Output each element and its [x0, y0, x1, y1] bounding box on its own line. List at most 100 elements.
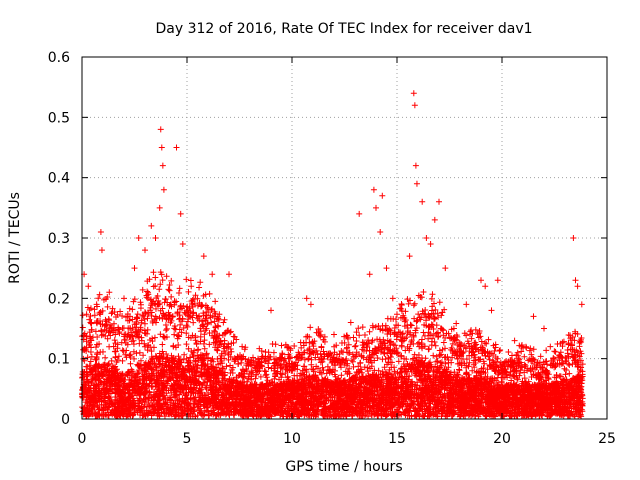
- data-point: [150, 269, 157, 276]
- data-point: [430, 352, 437, 359]
- data-point: [418, 336, 425, 343]
- data-point: [79, 312, 86, 319]
- data-point: [484, 366, 491, 373]
- data-point: [551, 348, 558, 355]
- data-point: [107, 332, 114, 339]
- data-point: [393, 311, 400, 318]
- data-point: [167, 319, 174, 326]
- data-point: [468, 335, 475, 342]
- data-point: [432, 342, 439, 349]
- data-point: [475, 334, 482, 341]
- data-point: [497, 347, 504, 354]
- data-point: [425, 346, 432, 353]
- data-point: [129, 316, 136, 323]
- data-point: [353, 329, 360, 336]
- data-point: [144, 326, 151, 333]
- data-point: [556, 373, 563, 380]
- data-point: [351, 343, 358, 350]
- data-point: [91, 312, 98, 319]
- data-point: [521, 369, 528, 376]
- data-point: [433, 353, 440, 360]
- data-point: [134, 311, 141, 318]
- data-point: [159, 348, 166, 355]
- data-point: [411, 300, 418, 307]
- data-point: [323, 370, 330, 377]
- data-point: [566, 362, 573, 369]
- data-point: [79, 324, 86, 331]
- data-point: [410, 302, 417, 309]
- data-point: [208, 319, 215, 326]
- data-point: [381, 364, 388, 371]
- data-point: [126, 305, 133, 312]
- data-point: [151, 334, 158, 341]
- data-points: [79, 90, 586, 420]
- data-point: [197, 328, 204, 335]
- data-point: [185, 288, 192, 295]
- data-point: [505, 349, 512, 356]
- data-point: [205, 389, 212, 396]
- data-point: [152, 305, 159, 312]
- data-point: [163, 325, 170, 332]
- data-point: [374, 355, 381, 362]
- data-point: [141, 309, 148, 316]
- data-point: [361, 331, 368, 338]
- data-point: [421, 332, 428, 339]
- data-point: [206, 290, 213, 297]
- data-point: [139, 286, 146, 293]
- data-point: [83, 311, 90, 318]
- data-point: [95, 295, 102, 302]
- data-point: [453, 320, 460, 327]
- data-point: [350, 334, 357, 341]
- data-point: [114, 311, 121, 318]
- data-point: [448, 359, 455, 366]
- data-point: [119, 357, 126, 364]
- data-point: [278, 342, 285, 349]
- data-point: [401, 365, 408, 372]
- data-point: [162, 327, 169, 334]
- data-point: [364, 368, 371, 375]
- data-point: [168, 293, 175, 300]
- data-point: [175, 290, 182, 297]
- data-point: [166, 287, 173, 294]
- data-point: [183, 304, 190, 311]
- data-point: [196, 284, 203, 291]
- data-point: [370, 324, 377, 331]
- data-point: [156, 286, 163, 293]
- data-point: [338, 340, 345, 347]
- gridlines: [82, 57, 607, 419]
- data-point: [368, 363, 375, 370]
- data-point: [136, 349, 143, 356]
- data-point: [175, 353, 182, 360]
- data-point: [414, 340, 421, 347]
- data-point: [565, 360, 572, 367]
- data-point: [415, 339, 422, 346]
- data-point: [84, 354, 91, 361]
- data-point: [406, 373, 413, 380]
- data-point: [206, 330, 213, 337]
- data-point: [352, 342, 359, 349]
- data-point: [139, 312, 146, 319]
- data-point: [356, 332, 363, 339]
- data-point: [478, 338, 485, 345]
- data-point: [201, 345, 208, 352]
- data-point: [97, 318, 104, 325]
- data-point: [374, 336, 381, 343]
- data-point: [197, 279, 204, 286]
- data-point: [411, 315, 418, 322]
- data-point: [228, 348, 235, 355]
- data-point: [152, 274, 159, 281]
- data-point: [189, 297, 196, 304]
- data-point: [300, 349, 307, 356]
- data-point: [440, 339, 447, 346]
- data-point: [483, 340, 490, 347]
- data-point: [252, 375, 259, 382]
- data-point: [225, 356, 232, 363]
- data-point: [92, 328, 99, 335]
- data-point: [129, 306, 136, 313]
- data-point: [119, 325, 126, 332]
- data-point: [239, 343, 246, 350]
- data-point: [111, 337, 118, 344]
- data-point: [420, 288, 427, 295]
- data-point: [366, 328, 373, 335]
